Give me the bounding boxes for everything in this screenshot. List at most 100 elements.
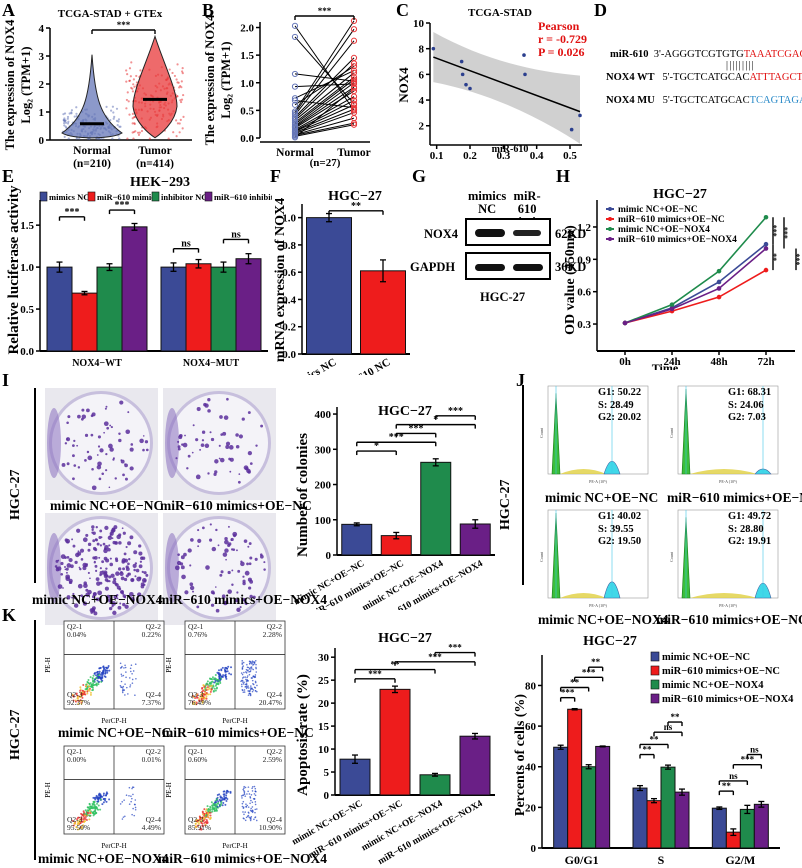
colony [93,556,98,560]
colony [105,469,108,472]
event [80,826,83,829]
colony [78,566,81,569]
event [104,669,107,672]
colony [131,578,135,582]
data-point [459,59,464,64]
event [86,692,89,695]
colony [113,577,117,581]
panel-label-h: H [556,166,571,186]
colony [85,533,89,537]
event [214,677,217,680]
significance-label: ns [664,722,673,732]
data-point [112,117,115,120]
event [205,814,208,817]
quadrant-percent: 76.49% [188,698,211,707]
y-tick-label: 0.0 [282,349,296,361]
event [243,787,245,790]
event [134,806,137,809]
event [72,824,75,827]
colony [220,433,223,436]
colony [119,400,124,405]
colony [108,580,111,583]
colony [64,538,68,542]
significance-bracket: ns [718,771,749,785]
colony [82,601,88,606]
event [225,670,228,673]
colony [110,426,113,429]
pair-line [294,112,355,135]
colony [211,546,217,552]
seq-pairing: ||||||||| [726,60,755,71]
event [209,677,212,680]
seq-name: NOX4 MU [606,95,655,106]
colony [225,445,230,449]
event [91,689,94,692]
event [131,813,133,816]
event [102,794,105,797]
event [217,800,220,803]
point-tumor [350,97,358,104]
colony [106,426,110,430]
significance-label: *** [409,423,424,434]
y-axis-label: OD value (450nm) [563,225,578,335]
event [242,800,245,803]
colony [72,444,75,448]
event [254,681,257,684]
event [212,803,215,806]
event [97,804,100,807]
colony [219,415,223,419]
significance-bracket: ** [328,201,384,215]
significance-label: *** [741,755,755,765]
event [99,808,102,811]
event [215,686,218,689]
event [247,679,249,682]
colony [86,450,90,454]
colony [175,457,178,460]
colony [97,445,101,448]
colony [118,438,122,443]
quadrant-name: Q2-4 [146,815,162,824]
colony [249,556,253,560]
event [212,690,215,693]
event [198,815,201,818]
event [121,686,123,689]
y-tick-label: 100 [315,515,332,527]
colony [195,438,199,442]
event [243,691,246,693]
colony [177,447,181,451]
event [251,801,254,804]
colony [73,439,76,442]
y-axis-label: Count [539,551,544,562]
event [196,824,199,827]
event [87,806,90,809]
colony [110,573,115,578]
colony [240,561,245,567]
significance-label: *** [318,6,332,16]
event [129,684,132,686]
event [241,797,243,799]
event [244,786,247,789]
data-point [68,112,71,115]
event [242,665,245,667]
y-axis-label: Log₂ (TPM+1) [19,46,33,123]
data-point [63,122,66,125]
significance-label: ns [750,745,759,755]
event [215,804,218,807]
colony [99,567,102,570]
event [88,818,91,821]
colony [252,595,256,599]
colony [255,444,258,447]
y-axis-label: NOX4 [396,67,411,103]
colony [242,575,245,578]
colony [247,451,253,456]
quadrant-name: Q2-2 [146,747,162,756]
colony [105,405,108,408]
colony [131,598,135,602]
event [247,694,250,696]
event [194,822,197,825]
event [245,803,247,806]
event [254,794,257,797]
event [221,798,224,801]
event [228,672,231,675]
bar [420,461,452,556]
